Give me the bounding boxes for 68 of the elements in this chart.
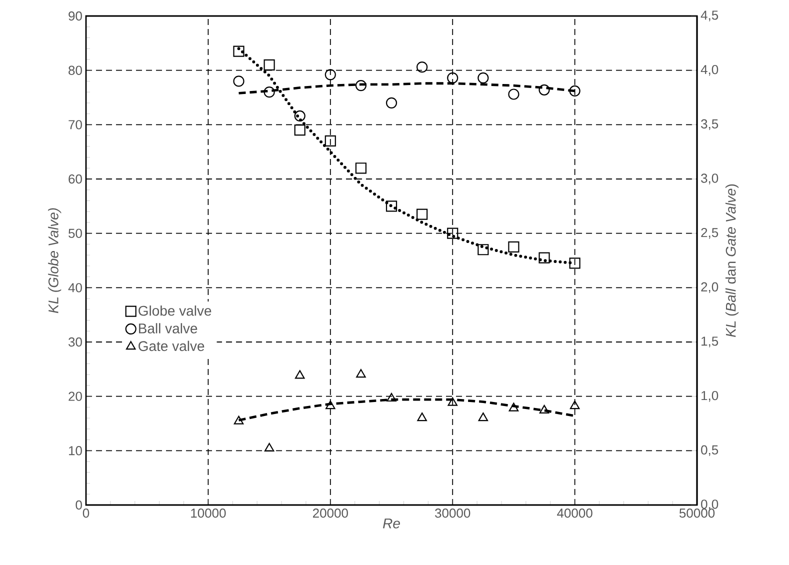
y2-tick-label: 1,5	[702, 336, 718, 348]
x-tick-label: 20000	[312, 508, 348, 518]
x-tick-label: 50000	[679, 508, 715, 518]
point	[264, 59, 275, 70]
y-tick-label: 60	[68, 174, 82, 184]
x-tick-label: 30000	[435, 508, 470, 518]
point	[326, 400, 336, 410]
y-tick-label: 20	[68, 392, 82, 401]
y-tick-label: 30	[68, 337, 82, 347]
point	[447, 228, 458, 239]
y-axis-title: KL (Globe Valve)	[48, 208, 62, 314]
point	[538, 84, 550, 96]
y2-tick-label: 4,0	[700, 64, 718, 76]
point	[356, 369, 366, 378]
x-axis-title: Re	[382, 518, 400, 528]
point	[294, 370, 305, 379]
point	[294, 124, 306, 136]
y-tick-label: 0	[76, 500, 82, 510]
point	[508, 88, 520, 100]
legend-label: Ball valve	[139, 323, 198, 334]
y-tick-label: 10	[69, 446, 82, 456]
point	[324, 135, 336, 147]
point	[233, 46, 244, 57]
point	[448, 397, 458, 406]
point	[570, 400, 580, 410]
y2-tick-label: 3,0	[701, 174, 718, 184]
point	[233, 76, 244, 87]
y2-tick-label: 4,5	[700, 10, 718, 22]
point	[508, 241, 520, 252]
point	[478, 72, 489, 84]
point	[355, 162, 367, 174]
legend-label: Globe valve	[138, 305, 212, 316]
y2-tick-label: 3,5	[701, 119, 718, 130]
y-tick-label: 80	[68, 66, 82, 75]
point	[539, 404, 550, 414]
y-tick-label: 70	[68, 120, 82, 130]
y2-axis-title: KL (Ball dan Gate Valve)	[725, 184, 739, 338]
y2-tick-label: 2,0	[701, 282, 718, 294]
y2-tick-label: 0,0	[701, 500, 718, 510]
point	[324, 69, 336, 80]
point	[416, 62, 428, 73]
point	[355, 80, 367, 92]
point	[417, 412, 427, 422]
point	[569, 85, 580, 97]
point	[294, 110, 306, 122]
point	[264, 442, 274, 452]
y2-tick-label: 1,0	[702, 390, 718, 402]
point	[234, 416, 244, 424]
point	[386, 97, 398, 108]
point	[538, 252, 550, 264]
point	[478, 244, 489, 256]
y2-tick-label: 2,5	[701, 228, 718, 239]
point	[447, 72, 458, 84]
y-tick-label: 50	[68, 228, 82, 238]
x-tick-label: 0	[82, 508, 90, 518]
point	[416, 208, 428, 220]
y-tick-label: 40	[68, 283, 82, 292]
point	[508, 402, 519, 412]
point	[478, 412, 488, 422]
y2-tick-label: 0,5	[701, 445, 718, 456]
point	[569, 258, 580, 269]
point	[264, 86, 275, 98]
point	[386, 200, 398, 212]
legend-label: Gate valve	[138, 340, 204, 352]
point	[386, 392, 396, 402]
x-tick-label: 10000	[191, 508, 226, 518]
x-tick-label: 40000	[557, 508, 592, 518]
y-tick-label: 90	[68, 11, 82, 21]
